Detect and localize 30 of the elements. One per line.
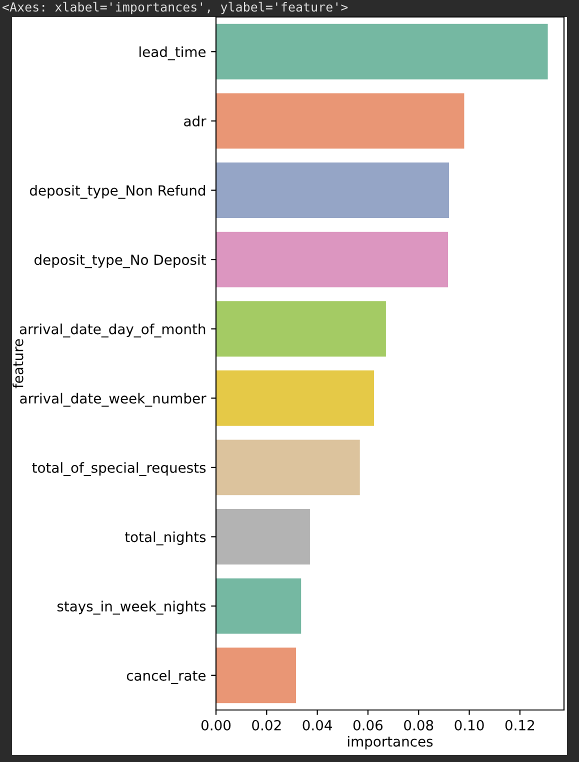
text: <Axes: xlabel='importances', ylabel='feature'> [2,2,348,14]
bar [216,24,548,80]
y-tick-label: cancel_rate [126,670,206,684]
bar [216,648,296,704]
y-axis-title: feature [12,339,24,388]
bar [216,370,374,426]
x-tick-label: 0.00 [201,720,231,730]
bar [216,301,386,357]
bar [216,162,450,218]
y-tick-label: arrival_date_day_of_month [20,324,206,338]
y-tick-label: adr [184,116,206,126]
x-tick-label: 0.10 [454,720,484,730]
x-tick-label: 0.12 [505,720,534,730]
x-tick-label: 0.04 [302,720,332,730]
bar [216,93,464,149]
bar [216,578,302,634]
x-axis-title: importances [348,736,433,750]
y-tick-label: lead_time [140,46,206,60]
bar [216,232,448,288]
x-tick-label: 0.02 [252,720,281,730]
y-tick-label: deposit_type_No Deposit [34,254,206,268]
y-tick-label: total_nights [124,531,206,546]
x-tick-label: 0.06 [353,720,383,730]
y-tick-label: stays_in_week_nights [57,600,206,615]
y-tick-label: arrival_date_week_number [20,392,206,407]
y-tick-label: total_of_special_requests [32,462,206,476]
x-tick-label: 0.08 [404,720,434,730]
bar [216,440,360,496]
y-tick-label: deposit_type_Non Refund [30,184,206,199]
bar [216,509,310,564]
